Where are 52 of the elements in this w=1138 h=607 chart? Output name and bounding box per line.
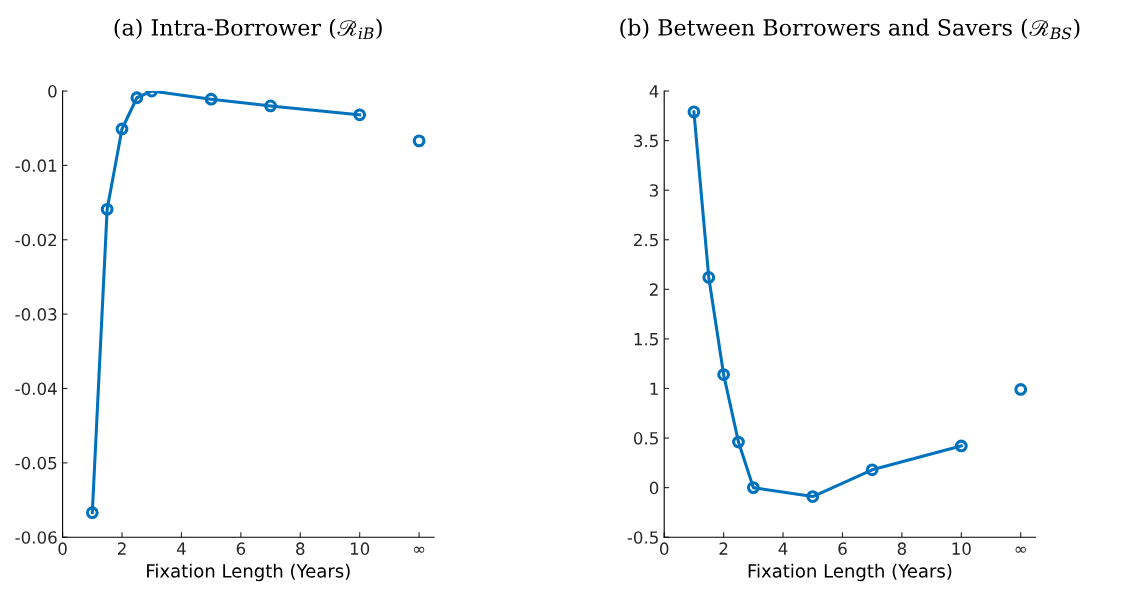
point bbox=[204, 92, 218, 106]
y-tick-label: 3.5 bbox=[634, 134, 658, 148]
point bbox=[746, 481, 760, 495]
chart-title: (a) Intra-Borrower (ℛ$_{iB}$) bbox=[114, 18, 382, 39]
point bbox=[1014, 383, 1028, 396]
y-tick-label: -0.02 bbox=[15, 233, 57, 247]
x-tick-label: ∞ bbox=[413, 546, 425, 553]
y-tick-label: -0.5 bbox=[627, 531, 658, 544]
point bbox=[115, 122, 129, 136]
y-tick-label: 1.5 bbox=[634, 333, 658, 346]
x-axis-title: Fixation Length (Years) bbox=[147, 563, 350, 582]
y-tick-label: 2.5 bbox=[634, 233, 658, 247]
y-tick-label: 0 bbox=[649, 481, 659, 495]
point bbox=[806, 490, 820, 503]
point bbox=[353, 108, 367, 122]
x-tick-label: 6 bbox=[236, 542, 246, 555]
y-tick-label: -0.03 bbox=[15, 308, 57, 321]
y-tick-label: -0.06 bbox=[15, 531, 57, 544]
y-tick-label: 4 bbox=[649, 85, 659, 98]
point bbox=[954, 439, 968, 453]
y-tick-label: 2 bbox=[649, 283, 658, 296]
x-tick-label: 2 bbox=[117, 542, 126, 555]
x-tick-label: 10 bbox=[952, 542, 971, 555]
x-tick-label: 0 bbox=[58, 542, 67, 555]
point bbox=[412, 134, 426, 148]
y-tick-label: 0.5 bbox=[633, 432, 658, 445]
point bbox=[264, 99, 277, 113]
x-tick-label: 8 bbox=[897, 542, 907, 555]
point bbox=[732, 435, 745, 449]
point bbox=[85, 506, 99, 520]
point bbox=[702, 271, 716, 284]
y-tick-label: 1 bbox=[650, 382, 658, 395]
y-tick-label: -0.04 bbox=[15, 382, 57, 396]
x-tick-label: 8 bbox=[296, 542, 305, 555]
x-tick-label: 2 bbox=[719, 542, 728, 555]
point bbox=[865, 463, 879, 477]
y-tick-label: -0.05 bbox=[15, 456, 57, 470]
y-tick-label: 3 bbox=[650, 184, 659, 197]
y-tick-label: 0 bbox=[48, 85, 57, 98]
point bbox=[687, 105, 701, 119]
x-tick-label: ∞ bbox=[1015, 546, 1026, 553]
point bbox=[130, 91, 144, 105]
x-tick-label: 10 bbox=[350, 542, 370, 555]
x-tick-label: 0 bbox=[660, 542, 669, 555]
x-tick-label: 4 bbox=[778, 542, 788, 555]
x-axis-title: Fixation Length (Years) bbox=[748, 563, 952, 582]
x-tick-label: 6 bbox=[838, 542, 847, 555]
point bbox=[717, 368, 731, 381]
x-tick-label: 4 bbox=[176, 542, 186, 555]
point bbox=[100, 202, 114, 216]
chart-title: (b) Between Borrowers and Savers (ℛ$_{BS}$) bbox=[620, 18, 1080, 40]
y-tick-label: -0.01 bbox=[15, 159, 57, 172]
